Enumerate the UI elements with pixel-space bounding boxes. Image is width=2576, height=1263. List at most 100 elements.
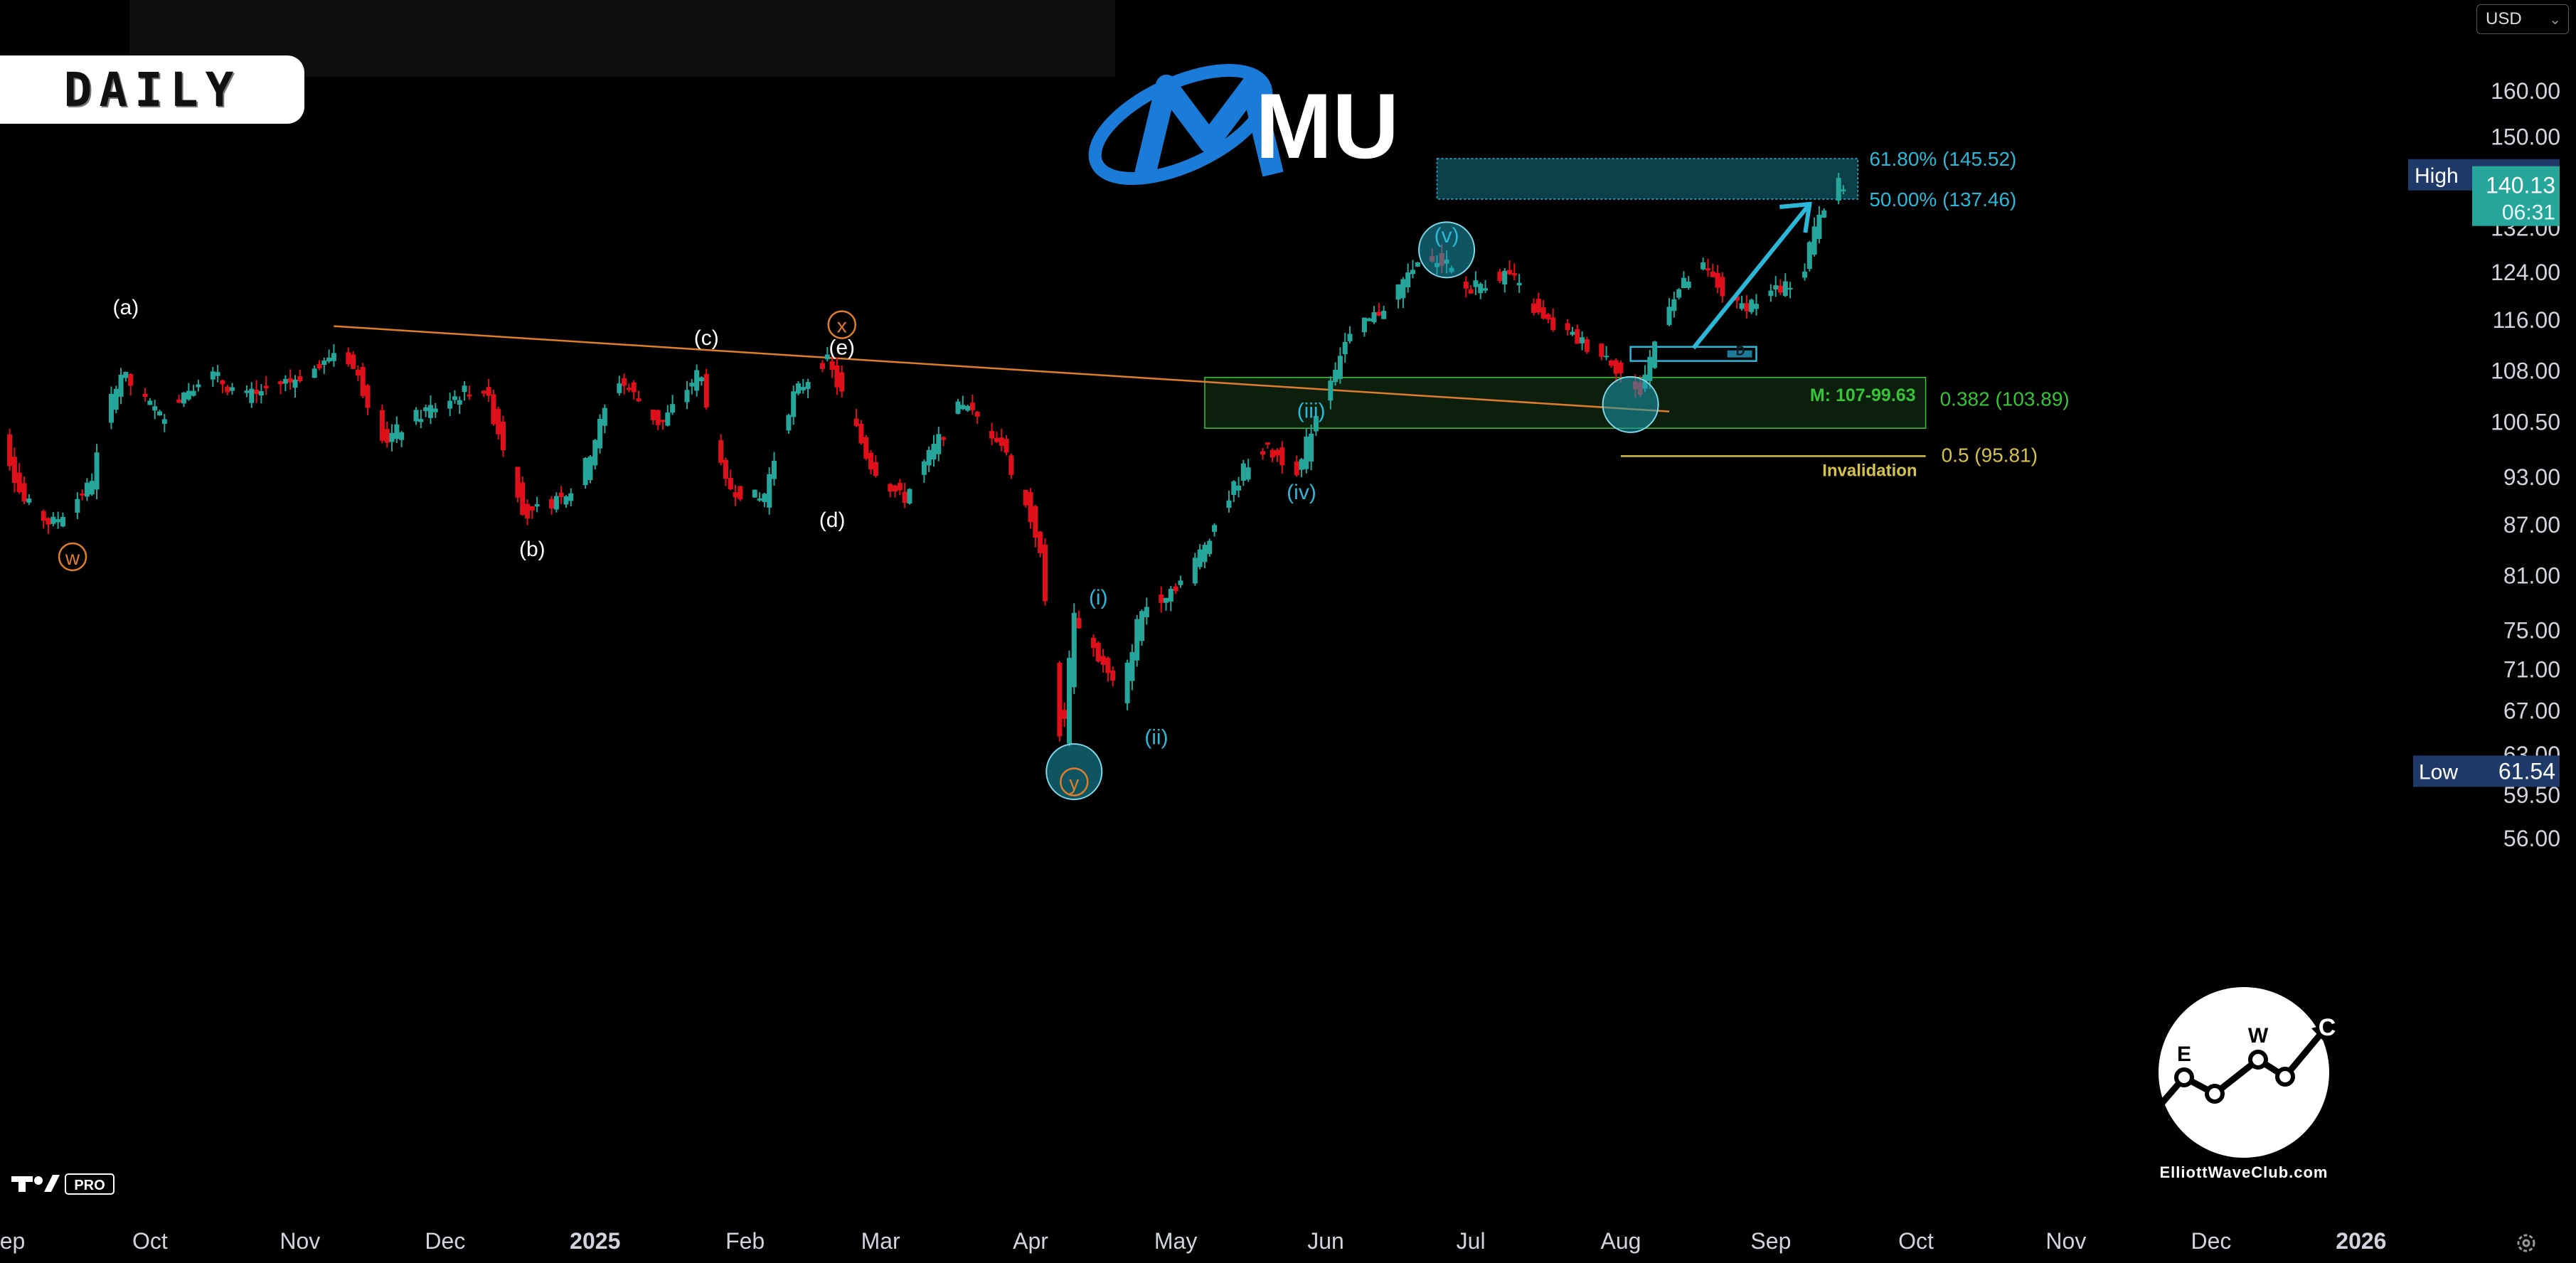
wave-label: (b): [519, 538, 545, 561]
x-axis-tick: Oct: [1898, 1228, 1934, 1254]
x-axis-tick: Dec: [425, 1228, 465, 1254]
candle-body: [1279, 447, 1285, 466]
x-axis-tick: Aug: [1601, 1228, 1641, 1254]
candle-body: [176, 399, 182, 403]
candle-body: [1173, 586, 1178, 592]
candle-body: [1347, 334, 1353, 341]
candle-body: [1468, 289, 1474, 294]
candle-body: [249, 388, 255, 403]
watermark-site: ElliottWaveClub.com: [2160, 1163, 2328, 1181]
candle-body: [1100, 656, 1106, 665]
candle-body: [1511, 273, 1517, 276]
currency-select[interactable]: USD ⌄: [2476, 4, 2569, 34]
x-axis-tick: Sep: [1750, 1228, 1791, 1254]
fib-support-label: 0.382 (103.89): [1940, 388, 2070, 410]
fib-target-label: 50.00% (137.46): [1869, 188, 2016, 210]
candle-body: [921, 461, 927, 475]
candle-body: [1057, 663, 1063, 737]
candle-body: [1570, 331, 1575, 335]
candle-body: [94, 452, 100, 490]
candle-body: [1507, 270, 1513, 275]
wave-label: (i): [1089, 586, 1108, 609]
candle-body: [128, 374, 134, 386]
wave-label: (iv): [1287, 481, 1316, 504]
trendline: [334, 325, 1670, 412]
candle-body: [1304, 436, 1309, 469]
candle-body: [1095, 643, 1101, 661]
d-pattern-fill: [1727, 350, 1752, 358]
wave-label: (e): [829, 336, 855, 360]
candle-body: [418, 419, 424, 422]
candle-body: [839, 372, 845, 392]
x-axis-tick: Apr: [1013, 1228, 1048, 1254]
candle-body: [1821, 210, 1827, 218]
candle-body: [1265, 442, 1270, 444]
candle-body: [147, 400, 153, 405]
candle-body: [432, 408, 438, 412]
mu-logo-text: MU: [1255, 74, 1399, 178]
candle-body: [1773, 285, 1779, 290]
candle-body: [55, 519, 61, 523]
wave-label: (v): [1435, 224, 1459, 247]
candle-body: [1090, 637, 1096, 649]
last-price-value: 140.13: [2486, 173, 2555, 198]
candle-body: [7, 434, 13, 467]
candle-body: [254, 390, 260, 395]
candle-body: [1550, 317, 1556, 330]
candle-body: [771, 460, 777, 479]
candle-body: [278, 381, 284, 385]
projection-arrow-head: [1779, 201, 1812, 233]
candle-body: [496, 409, 501, 435]
chevron-down-icon: ⌄: [2549, 12, 2561, 28]
wave-label: (a): [113, 296, 139, 319]
candle-body: [636, 398, 642, 402]
candle-body: [1342, 341, 1348, 355]
candle-body: [427, 405, 433, 418]
candle-body: [1584, 339, 1590, 352]
elliott-wave-club-logo: E W C ElliottWaveClub.com: [2150, 987, 2336, 1181]
candle-body: [587, 457, 593, 481]
candle-body: [1337, 356, 1343, 379]
candle-body: [670, 404, 676, 413]
candle-body: [21, 483, 27, 502]
y-axis-tick: 100.50: [2491, 409, 2560, 435]
candle-body: [501, 421, 506, 451]
candle-body: [196, 384, 201, 388]
candle-body: [863, 437, 869, 459]
candle-body: [592, 439, 598, 466]
candle-body: [1313, 416, 1319, 432]
x-axis-tick: Feb: [725, 1228, 765, 1254]
candle-body: [1405, 272, 1411, 287]
candle-body: [1720, 277, 1725, 297]
candle-body: [389, 432, 395, 442]
candle-body: [1778, 285, 1784, 293]
candle-body: [1836, 178, 1841, 201]
candle-body: [1168, 589, 1173, 602]
candle-body: [1134, 619, 1140, 661]
candle-body: [549, 499, 555, 508]
settings-icon[interactable]: [2513, 1230, 2539, 1256]
candle-body: [1260, 451, 1266, 455]
candle-body: [960, 405, 966, 410]
candle-body: [1270, 449, 1275, 458]
candle-body: [1516, 282, 1522, 286]
candle-body: [936, 434, 942, 454]
y-axis-tick: 124.00: [2491, 260, 2560, 285]
candle-body: [1076, 618, 1082, 629]
candle-body: [558, 492, 564, 497]
invalidation-label: Invalidation: [1822, 461, 1917, 480]
candle-body: [805, 382, 811, 389]
low-tag-value: 61.54: [2498, 758, 2555, 784]
candle-body: [1502, 270, 1508, 284]
candle-body: [16, 472, 22, 492]
x-axis-tick: Dec: [2191, 1228, 2232, 1254]
y-axis-tick: 67.00: [2503, 698, 2560, 723]
candle-body: [1580, 337, 1585, 343]
candle-body: [1473, 280, 1479, 287]
candle-body: [326, 357, 332, 362]
wave-label: w: [65, 547, 80, 569]
candle-body: [897, 483, 903, 491]
candle-body: [1178, 580, 1183, 585]
tradingview-logo[interactable]: PRO: [11, 1172, 118, 1200]
